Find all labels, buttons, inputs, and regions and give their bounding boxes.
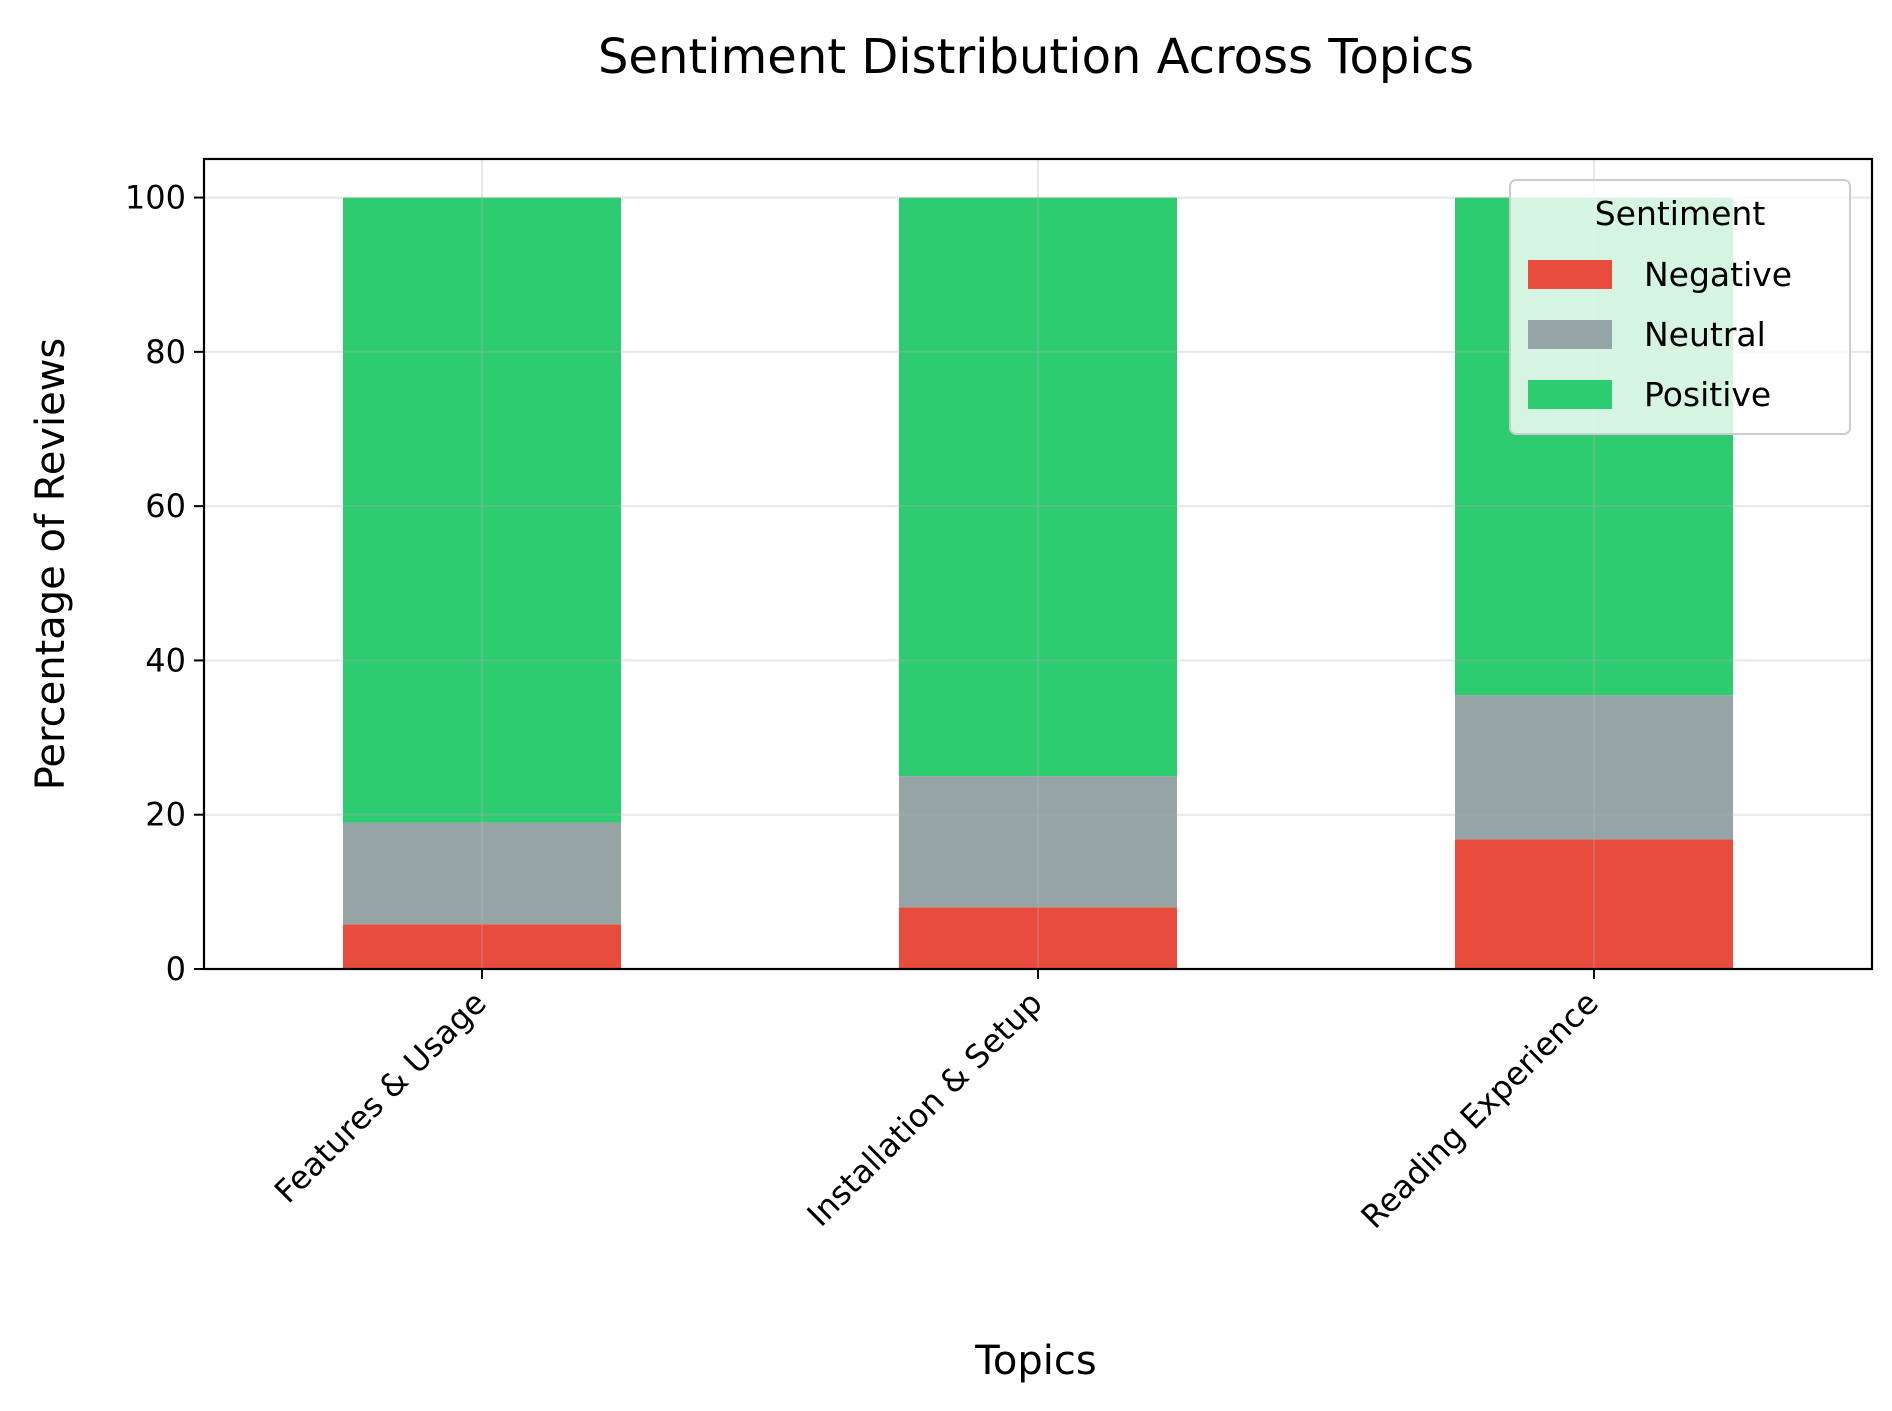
- bars-group: [343, 197, 1733, 969]
- bar-neutral-1: [343, 822, 621, 925]
- y-tick-label: 20: [145, 796, 186, 834]
- x-tick-label: Reading Experience: [1354, 984, 1606, 1236]
- x-tick-label: Installation & Setup: [800, 984, 1050, 1234]
- legend-label-positive: Positive: [1644, 375, 1771, 414]
- legend-swatch-neutral: [1528, 320, 1612, 349]
- y-tick-label: 100: [125, 179, 186, 217]
- legend: Sentiment Negative Neutral Positive: [1509, 179, 1851, 435]
- bar-negative-3: [1455, 839, 1733, 969]
- bar-neutral-2: [899, 776, 1177, 908]
- y-tick-label: 60: [145, 487, 186, 525]
- bar-negative-1: [343, 924, 621, 969]
- chart-title: Sentiment Distribution Across Topics: [598, 29, 1474, 85]
- legend-items: Negative Neutral Positive: [1528, 255, 1792, 414]
- legend-title: Sentiment: [1595, 194, 1766, 233]
- bar-negative-2: [899, 907, 1177, 969]
- x-axis-label: Topics: [974, 1338, 1096, 1384]
- y-tick-label: 40: [145, 641, 186, 679]
- legend-swatch-negative: [1528, 260, 1612, 289]
- legend-box: [1509, 179, 1851, 435]
- bar-positive-1: [343, 197, 621, 823]
- y-axis-label: Percentage of Reviews: [28, 338, 74, 791]
- x-tick-label: Features & Usage: [267, 984, 494, 1211]
- y-tick-label: 0: [166, 950, 186, 988]
- legend-label-neutral: Neutral: [1644, 315, 1766, 354]
- y-tick-label: 80: [145, 333, 186, 371]
- bar-neutral-3: [1455, 695, 1733, 840]
- legend-label-negative: Negative: [1644, 255, 1792, 294]
- bar-positive-2: [899, 197, 1177, 777]
- legend-swatch-positive: [1528, 380, 1612, 409]
